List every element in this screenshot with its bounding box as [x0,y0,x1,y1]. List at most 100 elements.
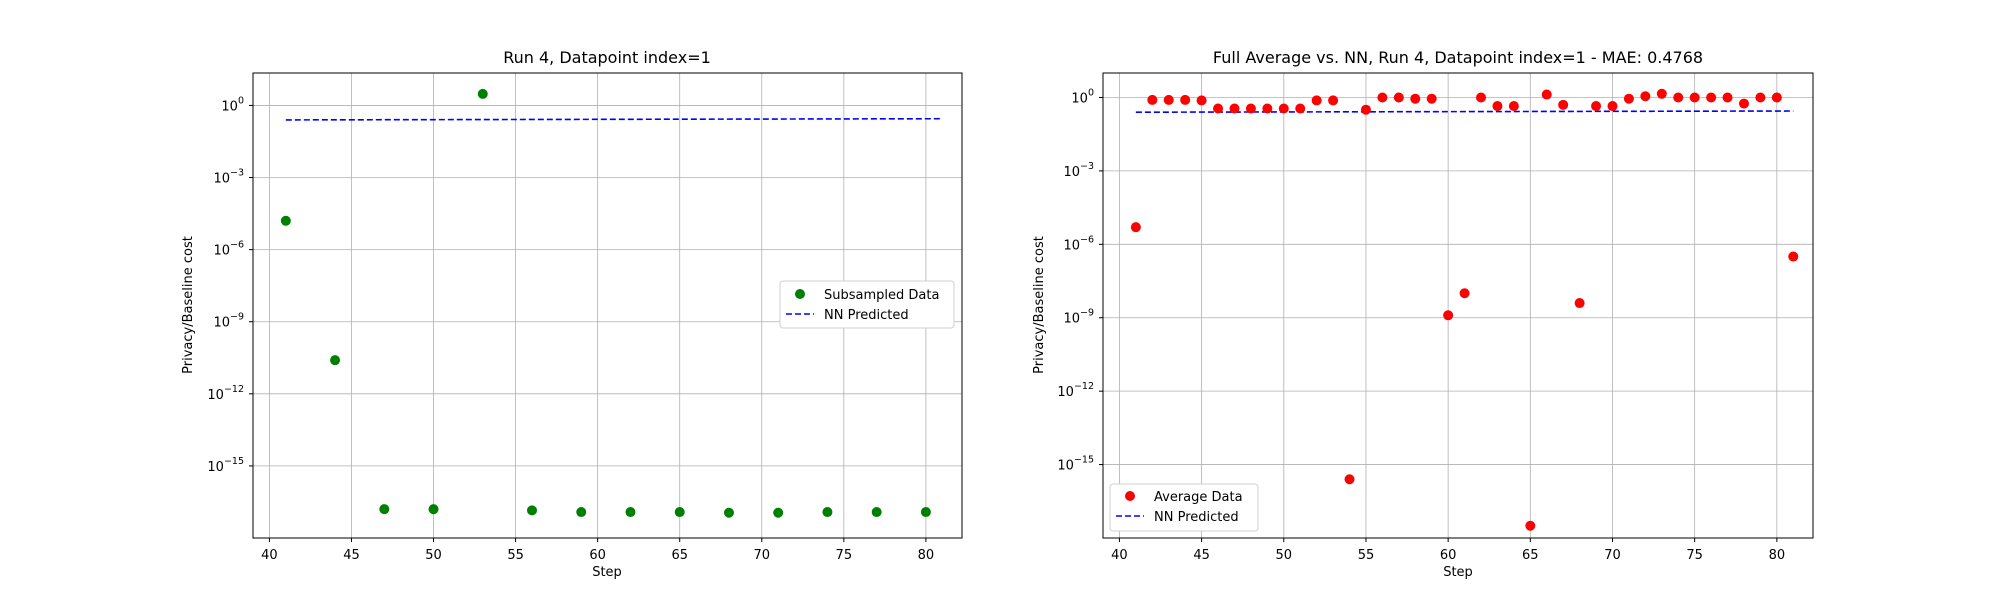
chart-left-plot-frame [252,72,963,539]
chart-left-data-point [379,504,390,515]
chart-right-data-point [1393,92,1404,103]
chart-right-data-point [1558,99,1569,110]
chart-right-ticks: 40 45 50 55 60 65 70 75 80 100 10−3 10−6 10−9 10−12 10… [1057,87,1785,563]
chart-right-xtick-label: 75 [1686,548,1703,563]
chart-right-nn-predicted-line [1135,110,1794,114]
chart-right-data-point [1443,310,1454,321]
chart-right-data-point [1410,93,1421,104]
chart-left-xtick-label: 80 [918,548,935,563]
chart-right-data-point [1476,92,1487,103]
chart-left-xtick-label: 65 [671,548,688,563]
chart-left-ytick-label: 10−15 [207,456,244,475]
chart-left-ytick-label: 10−6 [213,240,244,259]
chart-right-data-point [1771,92,1782,103]
chart-left-data-point [477,88,488,99]
chart-left-legend-marker-subsampled [795,289,805,299]
chart-right-data-point [1229,103,1240,114]
chart-right-ytick-label: 10−12 [1057,381,1094,400]
chart-right-data-point [1245,103,1256,114]
chart-left-ticks: 40 45 50 55 60 65 70 75 80 100 10−3 10−6 10−9 10−12 10… [207,95,934,563]
chart-right-data-point [1738,98,1749,109]
chart-right-legend-marker-average [1125,491,1135,501]
chart-left-ytick-label: 10−3 [213,168,244,187]
chart-right-data-point [1377,92,1388,103]
chart-right-xtick-label: 70 [1604,548,1621,563]
chart-right-data-point [1278,103,1289,114]
chart-right-data-point [1574,298,1585,309]
chart-right-data-point [1722,92,1733,103]
chart-left-data-point [773,507,784,518]
chart-right-data-point [1673,92,1684,103]
chart-left-legend: Subsampled Data NN Predicted [779,280,955,329]
chart-right-xtick-label: 55 [1358,548,1375,563]
chart-right-xtick-label: 80 [1769,548,1786,563]
chart-left-title: Run 4, Datapoint index=1 [503,48,711,67]
chart-right-data-point [1328,95,1339,106]
chart-right-data-point [1607,101,1618,112]
chart-right-legend-label-nn: NN Predicted [1154,510,1239,525]
chart-right-xtick-label: 60 [1440,548,1457,563]
chart-left-xtick-label: 45 [343,548,360,563]
chart-right-data-point [1706,92,1717,103]
chart-right-data-point [1656,88,1667,99]
chart-right-data-point [1147,94,1158,105]
chart-left-points [280,88,931,518]
chart-left-data-point [330,355,341,366]
chart-right-points [1130,88,1799,531]
chart-right-ylabel: Privacy/Baseline cost [1032,236,1047,374]
chart-right-xtick-label: 45 [1193,548,1210,563]
chart-right-data-point [1262,103,1273,114]
chart-left-legend-label-nn: NN Predicted [824,308,909,323]
chart-left: Run 4, Datapoint index=1 Step Privacy/Ba… [181,48,963,580]
chart-left-data-point [280,215,291,226]
chart-left-nn-predicted-line [285,117,943,121]
chart-left-ytick-label: 100 [221,95,244,114]
chart-right-data-point [1213,103,1224,114]
chart-right-ytick-label: 10−15 [1057,455,1094,474]
chart-right-data-point [1163,94,1174,105]
chart-left-xlabel: Step [592,565,622,580]
chart-right-data-point [1525,520,1536,531]
chart-right-ytick-label: 10−6 [1063,234,1094,253]
chart-right-data-point [1788,251,1799,262]
chart-right-data-point [1541,89,1552,100]
chart-left-data-point [576,507,587,518]
chart-right-xtick-label: 65 [1522,548,1539,563]
chart-right-data-point [1623,93,1634,104]
chart-left-ylabel: Privacy/Baseline cost [181,236,196,374]
chart-right-data-point [1311,95,1322,106]
chart-right-data-point [1640,91,1651,102]
chart-left-xtick-label: 55 [507,548,524,563]
chart-right-data-point [1360,104,1371,115]
chart-right-data-point [1196,95,1207,106]
chart-right-legend-label-average: Average Data [1154,490,1243,505]
chart-left-legend-box [779,280,955,329]
chart-right-data-point [1180,94,1191,105]
chart-left-data-point [625,507,636,518]
chart-right-ytick-label: 10−9 [1063,308,1094,327]
chart-right-legend-box [1109,483,1259,532]
chart-left-ytick-label: 10−9 [213,312,244,331]
chart-right-title: Full Average vs. NN, Run 4, Datapoint in… [1213,48,1703,67]
chart-left-xtick-label: 70 [753,548,770,563]
chart-right-data-point [1344,474,1355,485]
chart-right-grid [1103,73,1813,538]
chart-right-ytick-label: 100 [1071,87,1094,106]
chart-right-data-point [1689,92,1700,103]
chart-right-xtick-label: 40 [1111,548,1128,563]
chart-left-data-point [871,507,882,518]
chart-left-xtick-label: 60 [589,548,606,563]
chart-right-data-point [1426,93,1437,104]
chart-right-xtick-label: 50 [1276,548,1293,563]
chart-right-data-point [1591,101,1602,112]
chart-left-xtick-label: 50 [425,548,442,563]
chart-right-plot-frame [1102,72,1814,539]
chart-left-data-point [723,507,734,518]
chart-left-data-point [674,507,685,518]
chart-right: Full Average vs. NN, Run 4, Datapoint in… [1032,48,1814,580]
chart-right-xlabel: Step [1443,565,1473,580]
chart-right-legend: Average Data NN Predicted [1109,483,1259,532]
chart-left-xtick-label: 40 [261,548,278,563]
